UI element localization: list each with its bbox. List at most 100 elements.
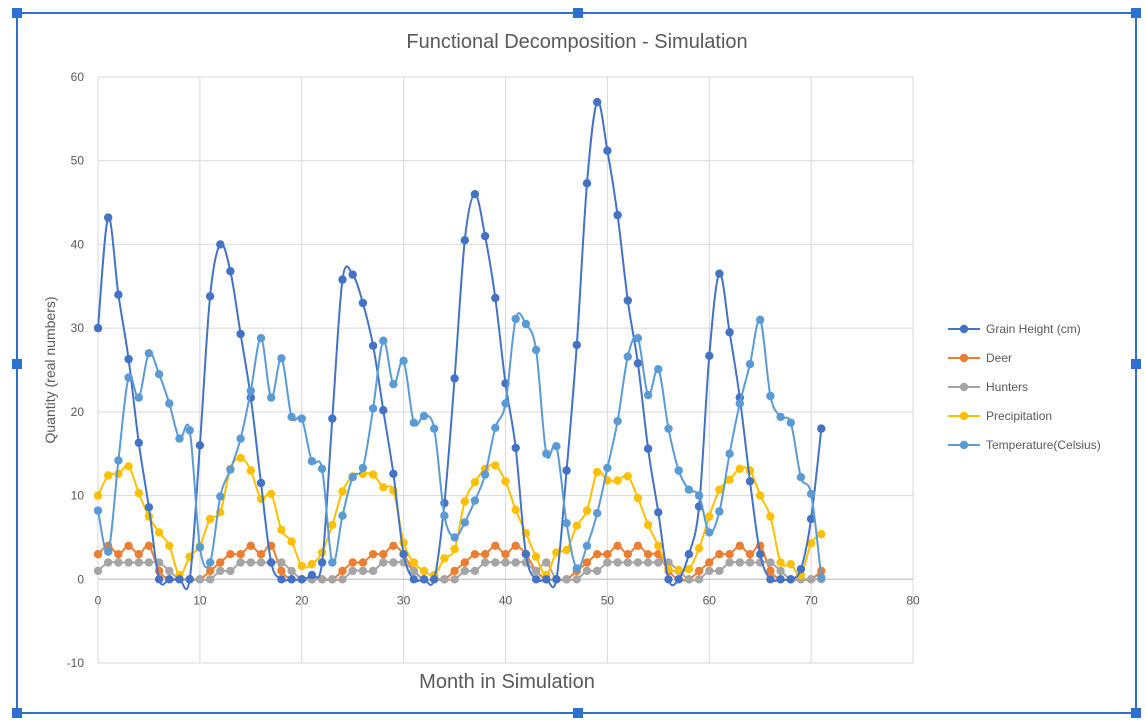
legend-label: Temperature(Celsius) bbox=[986, 438, 1101, 452]
data-point bbox=[154, 370, 164, 379]
data-point bbox=[236, 558, 245, 567]
data-point bbox=[93, 506, 103, 515]
data-point bbox=[389, 469, 398, 478]
data-point bbox=[745, 359, 755, 369]
data-point bbox=[114, 290, 123, 299]
legend-item[interactable]: Temperature(Celsius) bbox=[948, 438, 1101, 452]
data-point bbox=[623, 296, 632, 305]
data-point bbox=[236, 453, 245, 463]
data-point bbox=[144, 541, 154, 550]
resize-handle-top-right[interactable] bbox=[1131, 8, 1141, 18]
data-point bbox=[796, 473, 806, 482]
data-point bbox=[705, 566, 714, 576]
data-point bbox=[368, 566, 378, 576]
data-point bbox=[144, 349, 154, 358]
data-point bbox=[236, 550, 245, 559]
data-point bbox=[226, 550, 235, 559]
legend-item[interactable]: Grain Height (cm) bbox=[948, 322, 1081, 336]
resize-handle-middle-right[interactable] bbox=[1131, 359, 1141, 369]
data-point bbox=[379, 406, 388, 415]
data-point bbox=[643, 558, 653, 567]
data-point bbox=[236, 434, 245, 443]
data-point bbox=[134, 438, 143, 447]
resize-handle-bottom-center[interactable] bbox=[573, 708, 583, 718]
data-point bbox=[195, 441, 205, 450]
data-point bbox=[358, 558, 368, 567]
data-point bbox=[205, 566, 215, 576]
data-point bbox=[297, 575, 306, 584]
resize-handle-bottom-right[interactable] bbox=[1131, 708, 1141, 718]
x-tick-label: 40 bbox=[499, 593, 513, 607]
resize-handle-bottom-left[interactable] bbox=[12, 708, 22, 718]
series-temperature-celsius bbox=[93, 312, 826, 582]
data-point bbox=[144, 558, 154, 567]
y-tick-label: 50 bbox=[71, 154, 85, 168]
data-point bbox=[582, 558, 592, 567]
data-point bbox=[419, 566, 429, 576]
y-tick-label: 10 bbox=[71, 489, 85, 503]
data-point bbox=[450, 374, 459, 383]
data-point bbox=[114, 469, 123, 478]
data-point bbox=[267, 558, 276, 567]
data-point bbox=[542, 558, 551, 567]
data-point bbox=[684, 550, 694, 559]
data-point bbox=[328, 520, 337, 530]
data-point bbox=[348, 566, 357, 576]
data-point bbox=[450, 544, 459, 554]
series-lines bbox=[93, 97, 826, 591]
data-point bbox=[531, 566, 541, 576]
data-point bbox=[226, 566, 235, 576]
data-point bbox=[603, 550, 612, 559]
legend-marker bbox=[959, 382, 969, 392]
data-point bbox=[409, 418, 418, 427]
legend[interactable]: Grain Height (cm) Deer Hunters Precipitatio… bbox=[948, 322, 1101, 452]
resize-handle-top-center[interactable] bbox=[573, 8, 583, 18]
data-point bbox=[806, 489, 816, 499]
data-point bbox=[806, 539, 816, 548]
data-point bbox=[379, 558, 388, 567]
data-point bbox=[623, 352, 632, 361]
data-point bbox=[236, 329, 245, 339]
data-point bbox=[277, 354, 286, 363]
data-point bbox=[572, 521, 581, 530]
data-point bbox=[328, 414, 337, 423]
data-point bbox=[409, 566, 418, 576]
data-point bbox=[267, 393, 276, 402]
data-point bbox=[338, 566, 347, 576]
legend-item[interactable]: Precipitation bbox=[948, 409, 1052, 423]
legend-item[interactable]: Hunters bbox=[948, 380, 1028, 394]
data-point bbox=[562, 519, 571, 528]
data-point bbox=[277, 566, 286, 576]
data-point bbox=[766, 575, 775, 584]
data-point bbox=[613, 416, 622, 426]
data-point bbox=[307, 457, 317, 466]
data-point bbox=[195, 543, 205, 552]
x-tick-label: 80 bbox=[906, 593, 920, 607]
data-point bbox=[379, 483, 388, 492]
data-point bbox=[735, 399, 744, 408]
data-point bbox=[776, 575, 785, 584]
data-point bbox=[358, 298, 368, 308]
data-point bbox=[246, 541, 255, 550]
chart-frame[interactable] bbox=[12, 8, 1141, 718]
data-point bbox=[93, 550, 103, 559]
data-point bbox=[745, 558, 755, 567]
y-tick-label: 20 bbox=[71, 405, 85, 419]
legend-item[interactable]: Deer bbox=[948, 351, 1012, 365]
data-point bbox=[715, 485, 724, 494]
data-point bbox=[450, 533, 459, 542]
data-point bbox=[216, 566, 225, 576]
data-point bbox=[93, 323, 103, 333]
data-point bbox=[817, 424, 826, 433]
resize-handle-middle-left[interactable] bbox=[12, 359, 22, 369]
data-point bbox=[175, 434, 184, 443]
data-point bbox=[511, 558, 520, 567]
data-point bbox=[511, 505, 520, 514]
data-point bbox=[511, 541, 520, 550]
x-tick-label: 0 bbox=[95, 593, 102, 607]
resize-handle-top-left[interactable] bbox=[12, 8, 22, 18]
data-point bbox=[450, 566, 459, 576]
data-point bbox=[104, 558, 113, 567]
data-point bbox=[480, 558, 490, 567]
data-point bbox=[165, 575, 174, 584]
